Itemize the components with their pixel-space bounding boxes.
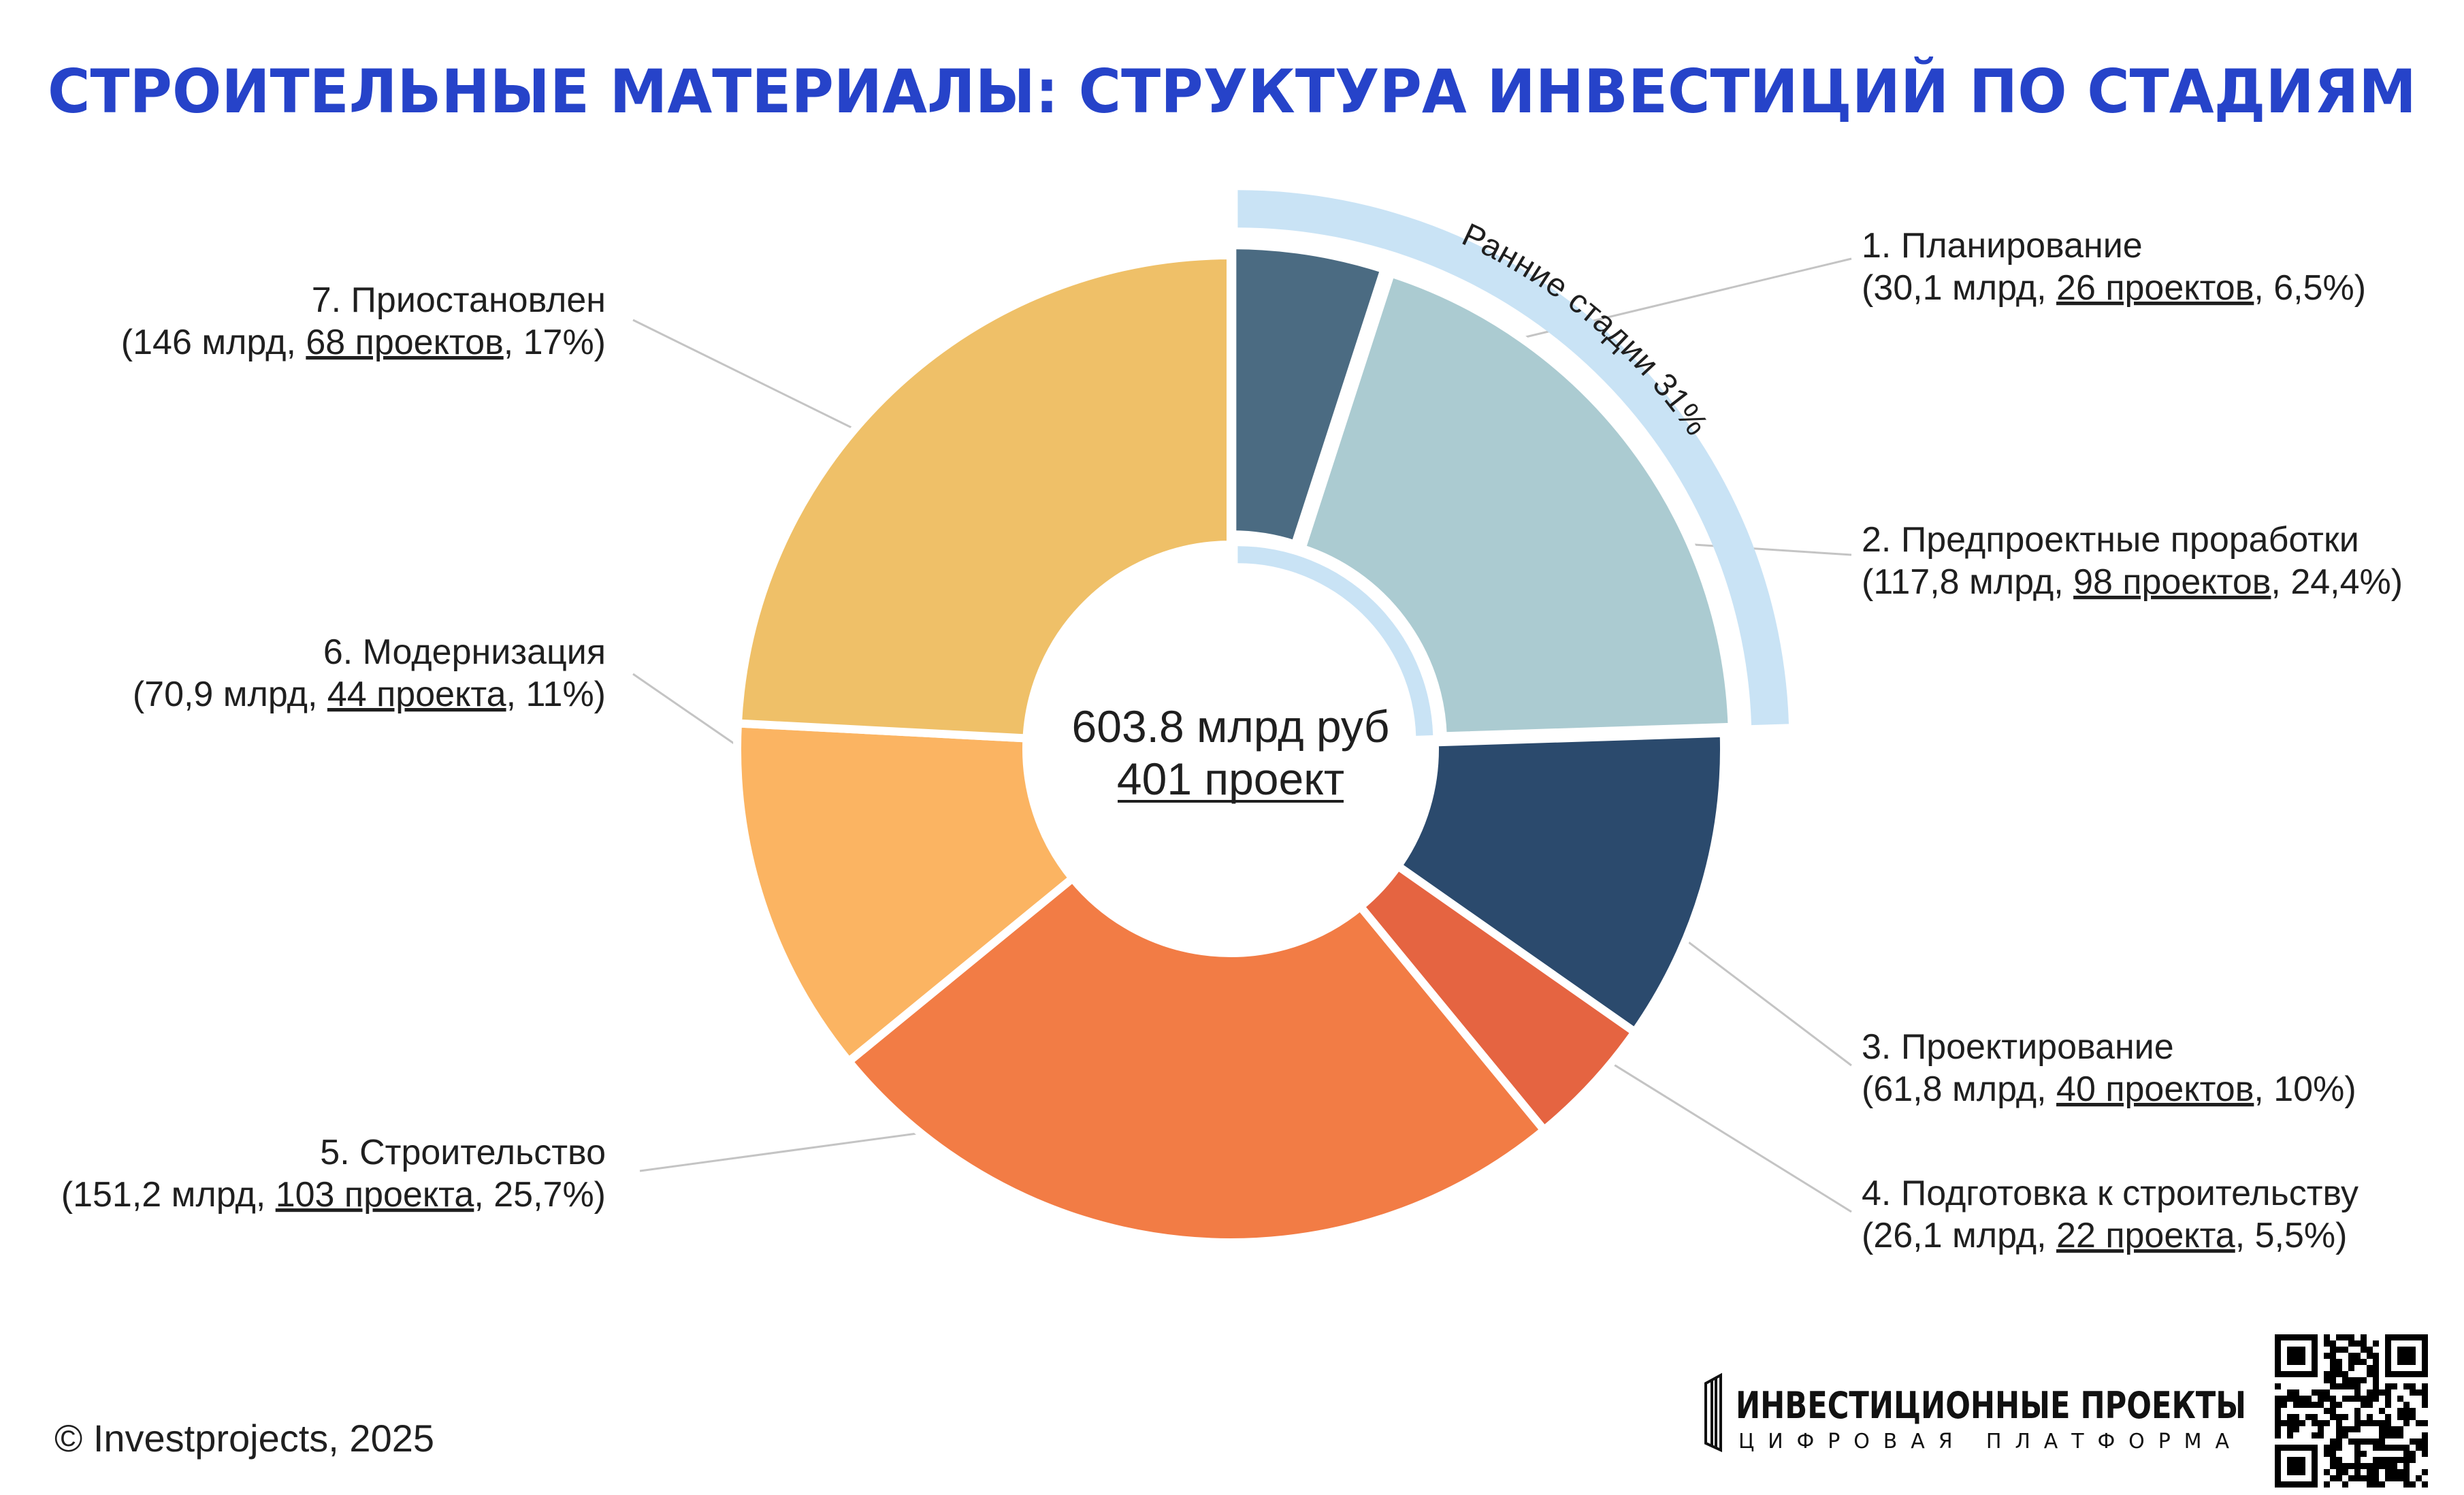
- slice-projects-link[interactable]: 98 проектов: [2073, 562, 2271, 602]
- slice-label-detail: (61,8 млрд, 40 проектов, 10%): [1862, 1070, 2356, 1109]
- slice-1[interactable]: [1228, 241, 1389, 549]
- slice-2[interactable]: [1297, 269, 1736, 741]
- slice-label-name: 4. Подготовка к строительству: [1862, 1174, 2358, 1213]
- qr-code-icon[interactable]: [2269, 1329, 2433, 1493]
- slice-label-name: 5. Строительство: [320, 1133, 606, 1172]
- slice-7[interactable]: [733, 251, 1235, 743]
- slice-6[interactable]: [733, 719, 1077, 1066]
- slice-label-name: 7. Приостановлен: [312, 280, 606, 320]
- slice-label-detail: (151,2 млрд, 103 проекта, 25,7%): [61, 1175, 606, 1215]
- slice-labels: 1. Планирование(30,1 млрд, 26 проектов, …: [61, 226, 2403, 1255]
- slice-label-name: 3. Проектирование: [1862, 1027, 2174, 1067]
- logo-sub-text: ЦИФРОВАЯ ПЛАТФОРМА: [1738, 1430, 2242, 1453]
- slice-projects-link[interactable]: 103 проекта: [276, 1175, 474, 1215]
- slice-5[interactable]: [844, 874, 1549, 1247]
- slice-projects-link[interactable]: 26 проектов: [2056, 268, 2254, 308]
- slice-label-name: 1. Планирование: [1862, 226, 2143, 266]
- slice-label-detail: (70,9 млрд, 44 проекта, 11%): [133, 675, 606, 714]
- slice-projects-link[interactable]: 44 проекта: [327, 675, 506, 714]
- donut-slices: [733, 241, 1736, 1247]
- center-projects[interactable]: 401 проект: [1117, 754, 1344, 804]
- early-stages-outer-arc: [1237, 190, 1789, 726]
- chart-title: СТРОИТЕЛЬНЫЕ МАТЕРИАЛЫ: СТРУКТУРА ИНВЕСТ…: [48, 57, 2416, 127]
- footer-copyright: © Investprojects, 2025: [54, 1417, 434, 1460]
- slice-label-name: 6. Модернизация: [323, 632, 606, 672]
- early-stages-inner-arc: [1237, 546, 1433, 736]
- slice-3[interactable]: [1393, 728, 1728, 1036]
- slice-projects-link[interactable]: 40 проектов: [2056, 1070, 2254, 1109]
- building-bars-icon: [1704, 1372, 1722, 1453]
- slice-label-detail: (117,8 млрд, 98 проектов, 24,4%): [1862, 562, 2403, 602]
- slice-label-detail: (30,1 млрд, 26 проектов, 6,5%): [1862, 268, 2366, 308]
- logo-main-text: ИНВЕСТИЦИОННЫЕ ПРОЕКТЫ: [1736, 1384, 2246, 1427]
- slice-label-detail: (26,1 млрд, 22 проекта, 5,5%): [1862, 1216, 2347, 1255]
- center-total: 603.8 млрд руб: [1072, 701, 1390, 752]
- slice-label-detail: (146 млрд, 68 проектов, 17%): [121, 323, 606, 362]
- slice-projects-link[interactable]: 68 проектов: [306, 323, 503, 362]
- slice-label-name: 2. Предпроектные проработки: [1862, 520, 2359, 560]
- slice-projects-link[interactable]: 22 проекта: [2056, 1216, 2235, 1255]
